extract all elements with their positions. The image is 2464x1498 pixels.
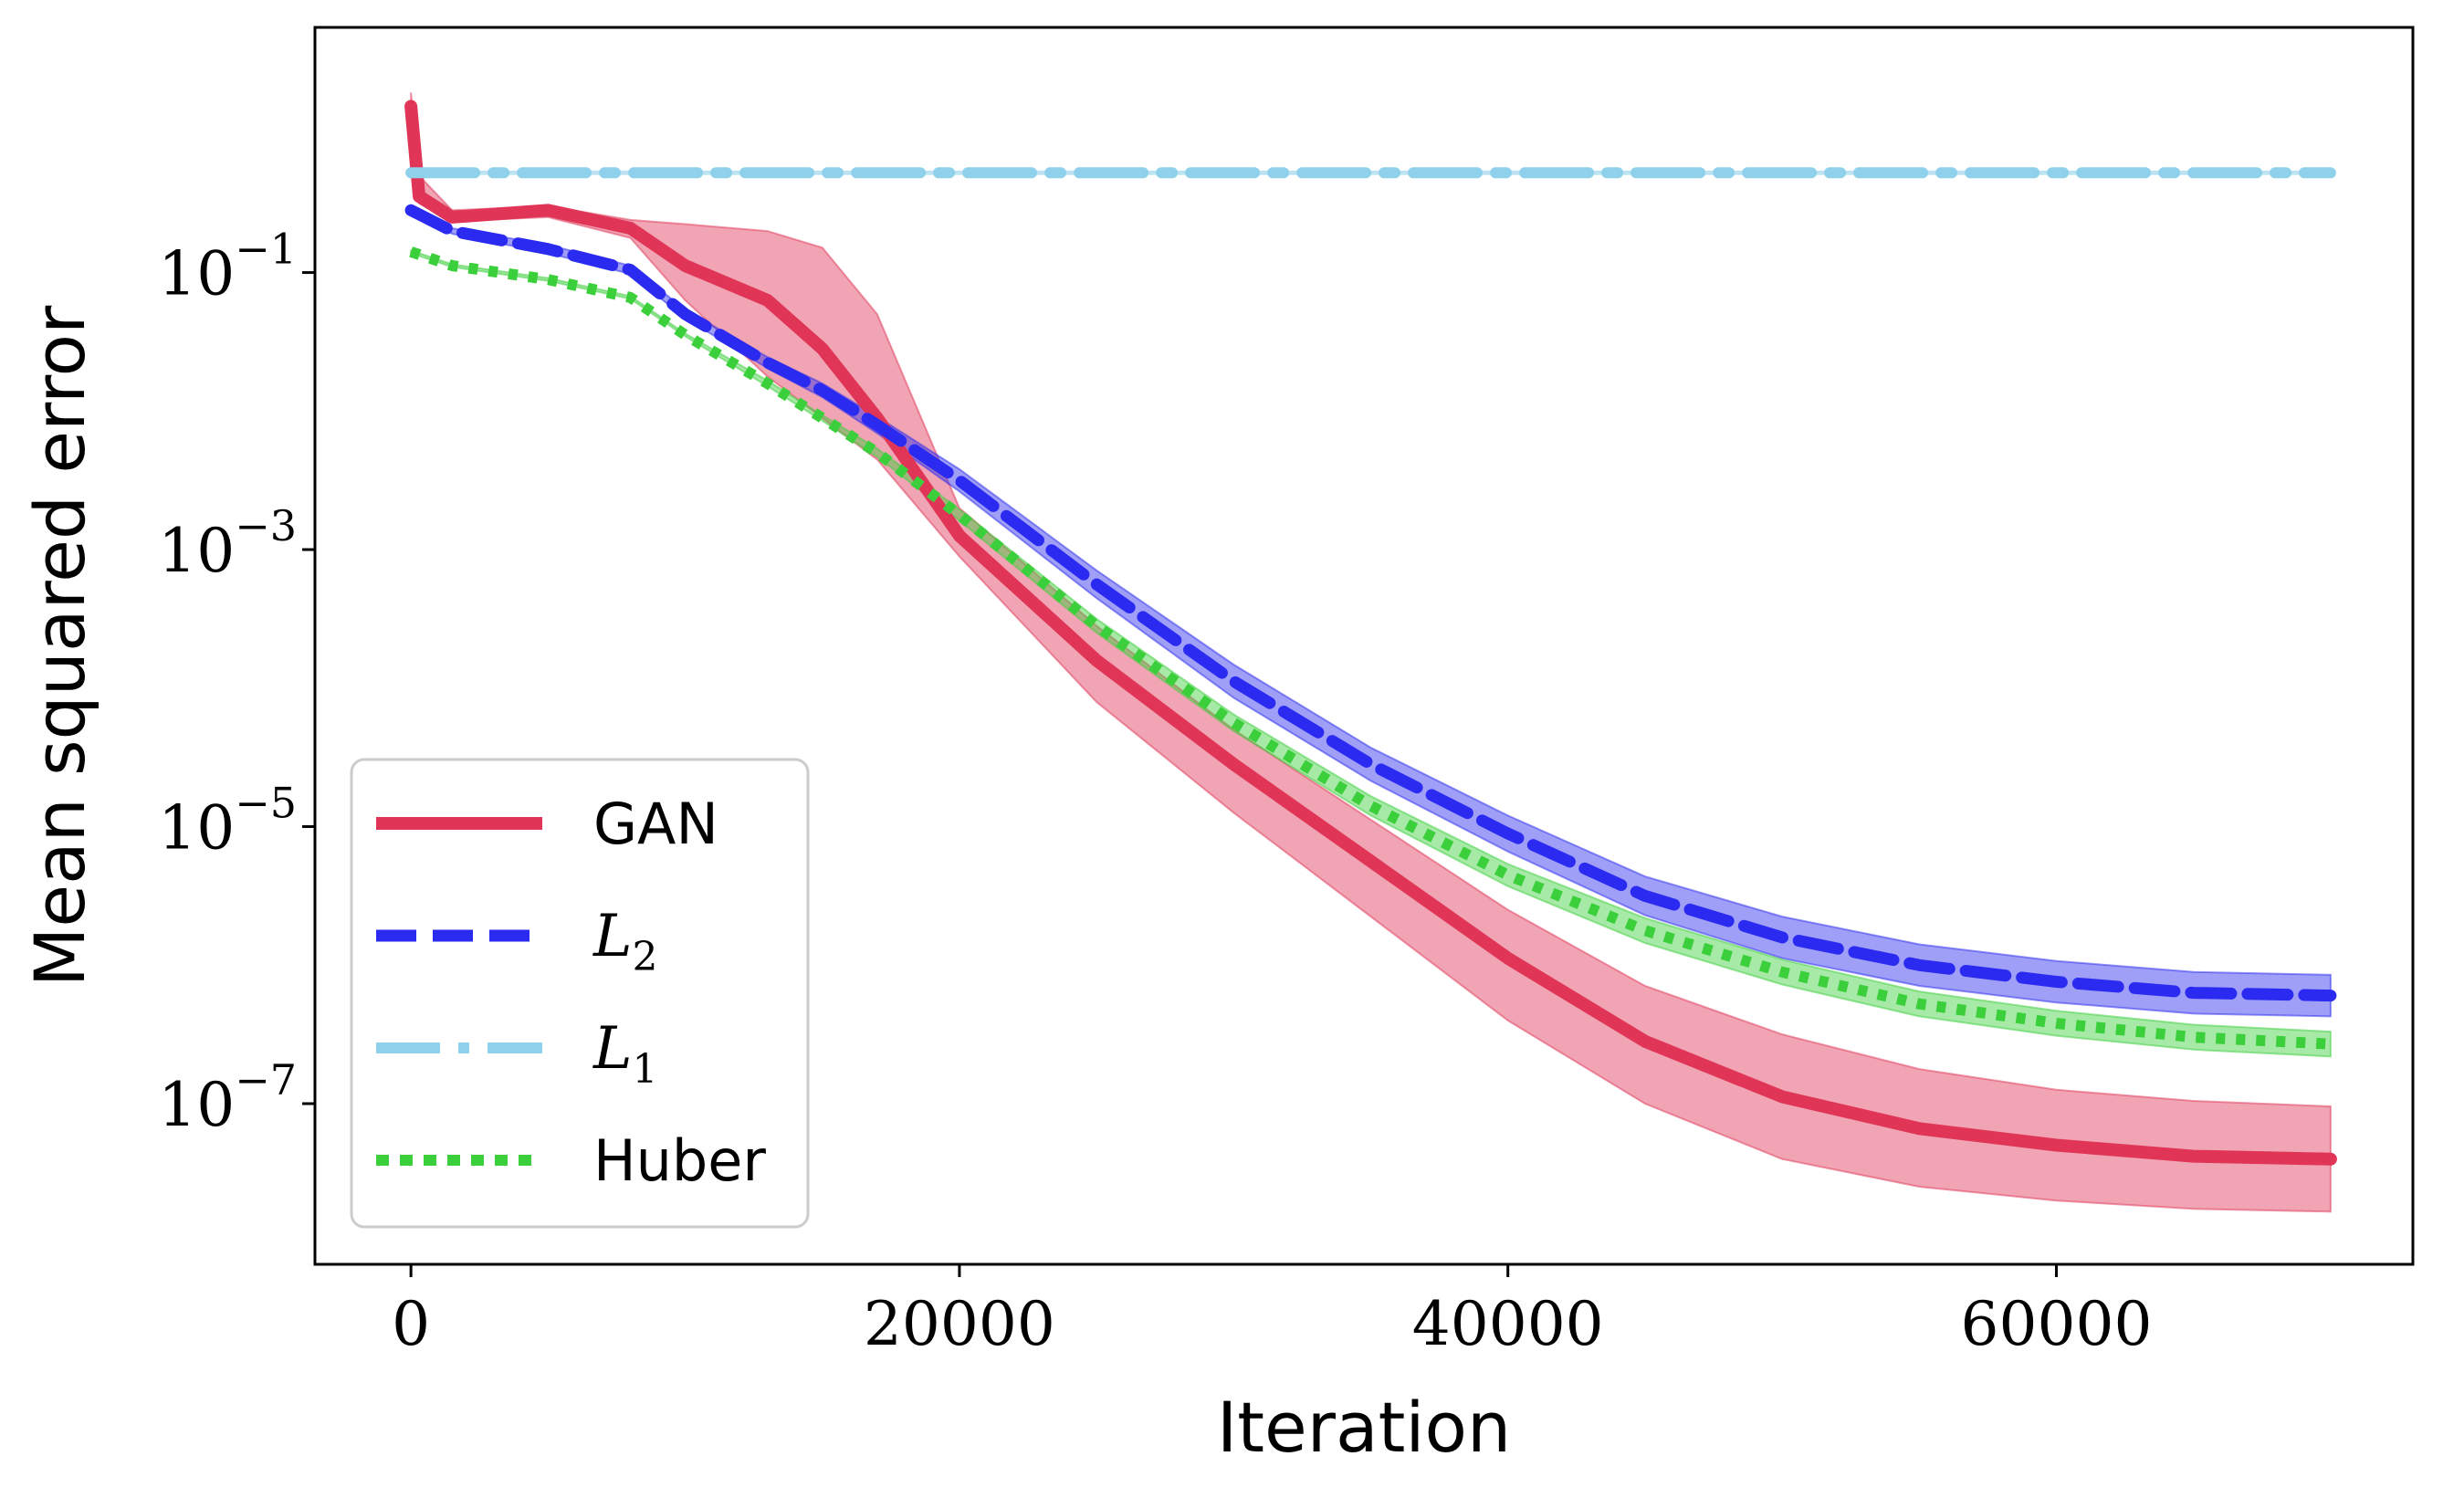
- x-axis-label: Iteration: [1217, 1387, 1511, 1468]
- y-tick-label: 10−3: [158, 501, 297, 586]
- x-tick-label: 20000: [864, 1289, 1055, 1359]
- line-gan: [404, 100, 2337, 1166]
- x-tick-label: 40000: [1412, 1289, 1604, 1359]
- legend-box: [350, 758, 810, 1229]
- legend-label-l1: L1: [592, 1015, 658, 1093]
- legend: GAN L2 L1 Huber: [350, 758, 810, 1229]
- series-lines: [404, 100, 2337, 1166]
- x-tick-label: 60000: [1961, 1289, 2153, 1359]
- y-tick-label: 10−1: [158, 225, 297, 309]
- line-huber: [409, 246, 2332, 1050]
- y-tick-label: 10−5: [158, 779, 297, 864]
- legend-label-gan: GAN: [593, 791, 718, 857]
- plot-area-frame: [313, 26, 2415, 1266]
- legend-label-l2: L2: [592, 903, 658, 980]
- y-tick-label: 10−7: [158, 1055, 297, 1140]
- y-axis-ticks: 10−1 10−3 10−5 10−7: [158, 225, 315, 1140]
- y-axis-label: Mean squared error: [19, 305, 100, 987]
- x-axis-ticks: 0 20000 40000 60000: [392, 1264, 2152, 1359]
- x-tick-label: 0: [392, 1289, 430, 1359]
- line-l2: [404, 204, 2337, 1002]
- legend-label-huber: Huber: [593, 1127, 766, 1194]
